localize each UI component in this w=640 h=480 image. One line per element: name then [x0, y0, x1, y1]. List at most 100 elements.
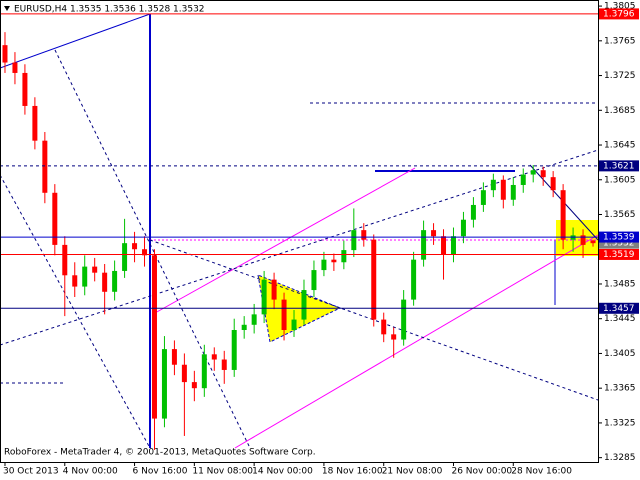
- candle-body: [201, 354, 207, 389]
- channel-line: [154, 167, 416, 314]
- title-icon: [4, 6, 10, 11]
- price-label: 1.3457: [603, 304, 635, 314]
- dashed-line: [0, 174, 151, 449]
- candle-body: [371, 239, 377, 320]
- price-label: 1.3621: [603, 161, 635, 171]
- candle-body: [52, 192, 58, 245]
- footer: RoboForex - MetaTrader 4, © 2001-2013, M…: [4, 448, 316, 458]
- price-label: 1.3532: [603, 239, 635, 249]
- y-tick-label: 1.3605: [604, 175, 636, 185]
- candle-body: [241, 324, 247, 330]
- candle-body: [171, 349, 177, 365]
- price-label-bg: [599, 237, 639, 249]
- candle-body: [102, 272, 108, 292]
- y-tick-label: 1.3765: [604, 36, 636, 46]
- y-tick-label: 1.3445: [604, 314, 636, 324]
- price-label-bg: [599, 248, 639, 260]
- candle-body: [181, 364, 187, 383]
- trend-line: [0, 13, 151, 69]
- candle-body: [361, 230, 367, 240]
- candle-body: [590, 240, 596, 244]
- price-label: 1.3796: [603, 9, 635, 19]
- candle-body: [580, 235, 586, 245]
- x-tick-label: 30 Oct 2013: [3, 467, 59, 477]
- candle-body: [2, 45, 8, 63]
- candle-body: [391, 334, 397, 340]
- candle-body: [450, 236, 456, 255]
- candle-body: [530, 170, 536, 175]
- candle-body: [62, 244, 68, 276]
- candle-body: [291, 319, 297, 330]
- candle-body: [132, 243, 138, 250]
- y-tick-label: 1.3365: [604, 384, 636, 394]
- marks: [0, 13, 598, 450]
- candle-body: [470, 204, 476, 220]
- candle-body: [460, 219, 466, 237]
- candle-body: [311, 270, 317, 291]
- dashed-line: [149, 239, 599, 401]
- candle-body: [161, 349, 167, 419]
- candle-body: [281, 299, 287, 330]
- candle-body: [500, 179, 506, 200]
- price-label-bg: [599, 8, 639, 20]
- candle-body: [72, 275, 78, 287]
- candle-body: [42, 140, 48, 193]
- candle-body: [341, 250, 347, 263]
- x-tick-label: 18 Nov 16:00: [322, 467, 383, 477]
- dashed-line: [0, 149, 599, 346]
- x-tick-label: 4 Nov 00:00: [63, 467, 118, 477]
- x-tick-label: 6 Nov 16:00: [133, 467, 188, 477]
- x-tick-label: 11 Nov 08:00: [192, 467, 253, 477]
- candle-body: [480, 190, 486, 205]
- candle-body: [540, 170, 546, 178]
- candle-body: [550, 177, 556, 191]
- y-tick-label: 1.3685: [604, 106, 636, 116]
- channel-line: [234, 234, 599, 449]
- y-tick-label: 1.3805: [604, 2, 636, 12]
- candle-body: [191, 382, 197, 389]
- candle-body: [22, 72, 28, 106]
- candle-body: [142, 249, 148, 256]
- y-tick-label: 1.3405: [604, 349, 636, 359]
- chart-title: EURUSD,H4 1.3535 1.3536 1.3528 1.3532: [14, 5, 205, 15]
- candle-body: [92, 266, 98, 273]
- candle-body: [520, 174, 526, 185]
- candle-body: [560, 190, 566, 240]
- candle-body: [122, 243, 128, 271]
- candle-body: [301, 290, 307, 320]
- x-tick-label: 26 Nov 00:00: [451, 467, 512, 477]
- candle-body: [12, 62, 18, 73]
- price-label-bg: [599, 231, 639, 243]
- candle-body: [271, 279, 277, 300]
- candle-body: [401, 299, 407, 340]
- candle-body: [261, 279, 267, 315]
- candle-body: [32, 105, 38, 141]
- candle-body: [431, 230, 437, 237]
- candle-body: [441, 236, 447, 255]
- candle-body: [211, 354, 217, 360]
- x-tick-label: 21 Nov 08:00: [382, 467, 443, 477]
- y-tick-label: 1.3325: [604, 418, 636, 428]
- candle-body: [351, 230, 357, 251]
- candle-body: [82, 266, 88, 287]
- x-tick-label: 28 Nov 16:00: [511, 467, 572, 477]
- price-label-bg: [599, 302, 639, 314]
- candle-body: [151, 255, 157, 419]
- y-tick-label: 1.3725: [604, 71, 636, 81]
- price-label-bg: [599, 160, 639, 172]
- price-label: 1.3539: [603, 233, 635, 243]
- candle-body: [331, 259, 337, 263]
- candle-body: [490, 179, 496, 191]
- candle-body: [221, 359, 227, 370]
- candle-body: [321, 259, 327, 271]
- candle-body: [251, 314, 257, 325]
- x-tick-label: 14 Nov 00:00: [252, 467, 313, 477]
- y-tick-label: 1.3285: [604, 453, 636, 463]
- candle-body: [381, 319, 387, 335]
- dashed-line: [54, 49, 251, 449]
- candle-body: [231, 330, 237, 370]
- price-label: 1.3519: [603, 250, 635, 260]
- candle-body: [112, 270, 118, 292]
- y-tick-label: 1.3565: [604, 210, 636, 220]
